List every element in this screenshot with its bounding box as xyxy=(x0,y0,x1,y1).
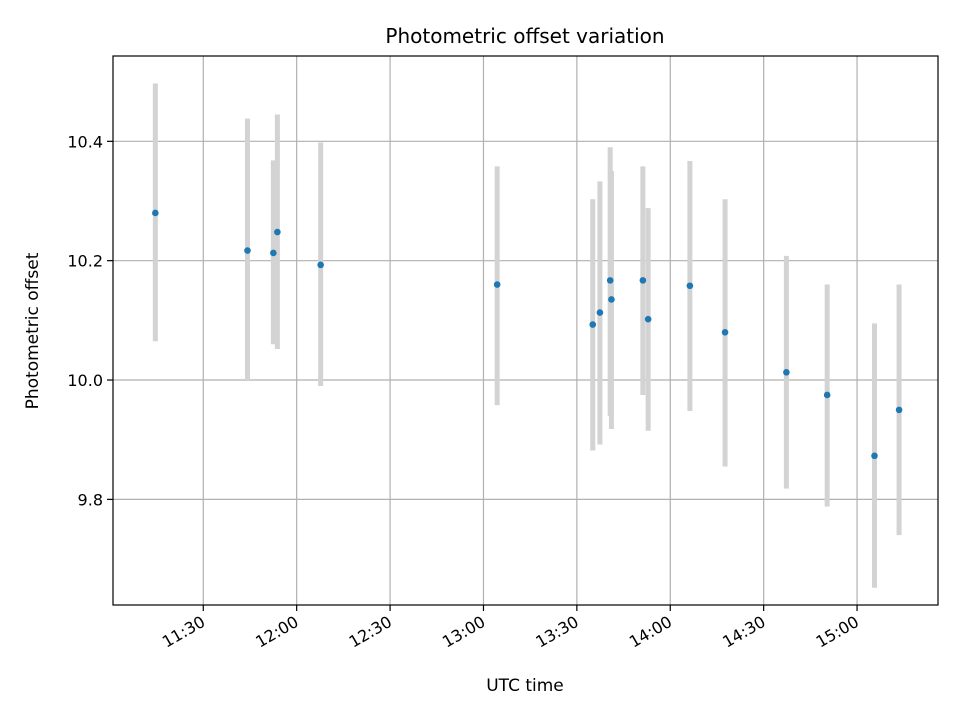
data-point xyxy=(686,282,694,290)
y-tick-label: 10.2 xyxy=(67,252,103,271)
x-tick-label: 13:00 xyxy=(439,612,488,652)
y-axis-label: Photometric offset xyxy=(23,252,43,409)
data-point xyxy=(606,277,614,284)
data-point xyxy=(244,247,251,254)
x-tick-label: 12:30 xyxy=(346,612,395,652)
y-axis-ticks: 9.8 10.0 10.2 10.4 xyxy=(67,132,113,509)
x-tick-label: 13:30 xyxy=(532,612,581,652)
data-point xyxy=(317,261,324,269)
x-tick-label: 12:00 xyxy=(252,612,301,652)
x-tick-label: 14:30 xyxy=(719,612,768,652)
data-point xyxy=(644,315,652,323)
data-points xyxy=(152,209,903,460)
data-point xyxy=(783,368,790,376)
grid-lines xyxy=(113,56,938,605)
x-axis-label: UTC time xyxy=(486,676,564,696)
data-point xyxy=(721,328,729,336)
data-point xyxy=(270,249,277,257)
x-tick-label: 15:00 xyxy=(813,612,862,652)
y-tick-label: 10.4 xyxy=(67,132,103,151)
data-point xyxy=(596,309,604,316)
data-point xyxy=(823,391,831,399)
data-point xyxy=(895,406,903,414)
error-bars xyxy=(152,83,902,588)
x-tick-label: 11:30 xyxy=(159,612,208,652)
x-tick-label: 14:00 xyxy=(626,612,675,652)
data-point xyxy=(589,321,597,328)
data-point xyxy=(871,452,878,460)
data-point xyxy=(274,228,281,236)
x-axis-ticks: 11:30 12:00 12:30 13:00 13:30 14:00 14:30 15:00 xyxy=(159,605,862,652)
data-point xyxy=(608,296,615,303)
data-point xyxy=(493,281,501,288)
y-tick-label: 9.8 xyxy=(78,490,103,509)
y-tick-label: 10.0 xyxy=(67,371,103,390)
chart-title: Photometric offset variation xyxy=(385,24,664,48)
data-point xyxy=(152,209,159,217)
plot-area-frame xyxy=(112,55,939,606)
data-point xyxy=(639,277,647,284)
